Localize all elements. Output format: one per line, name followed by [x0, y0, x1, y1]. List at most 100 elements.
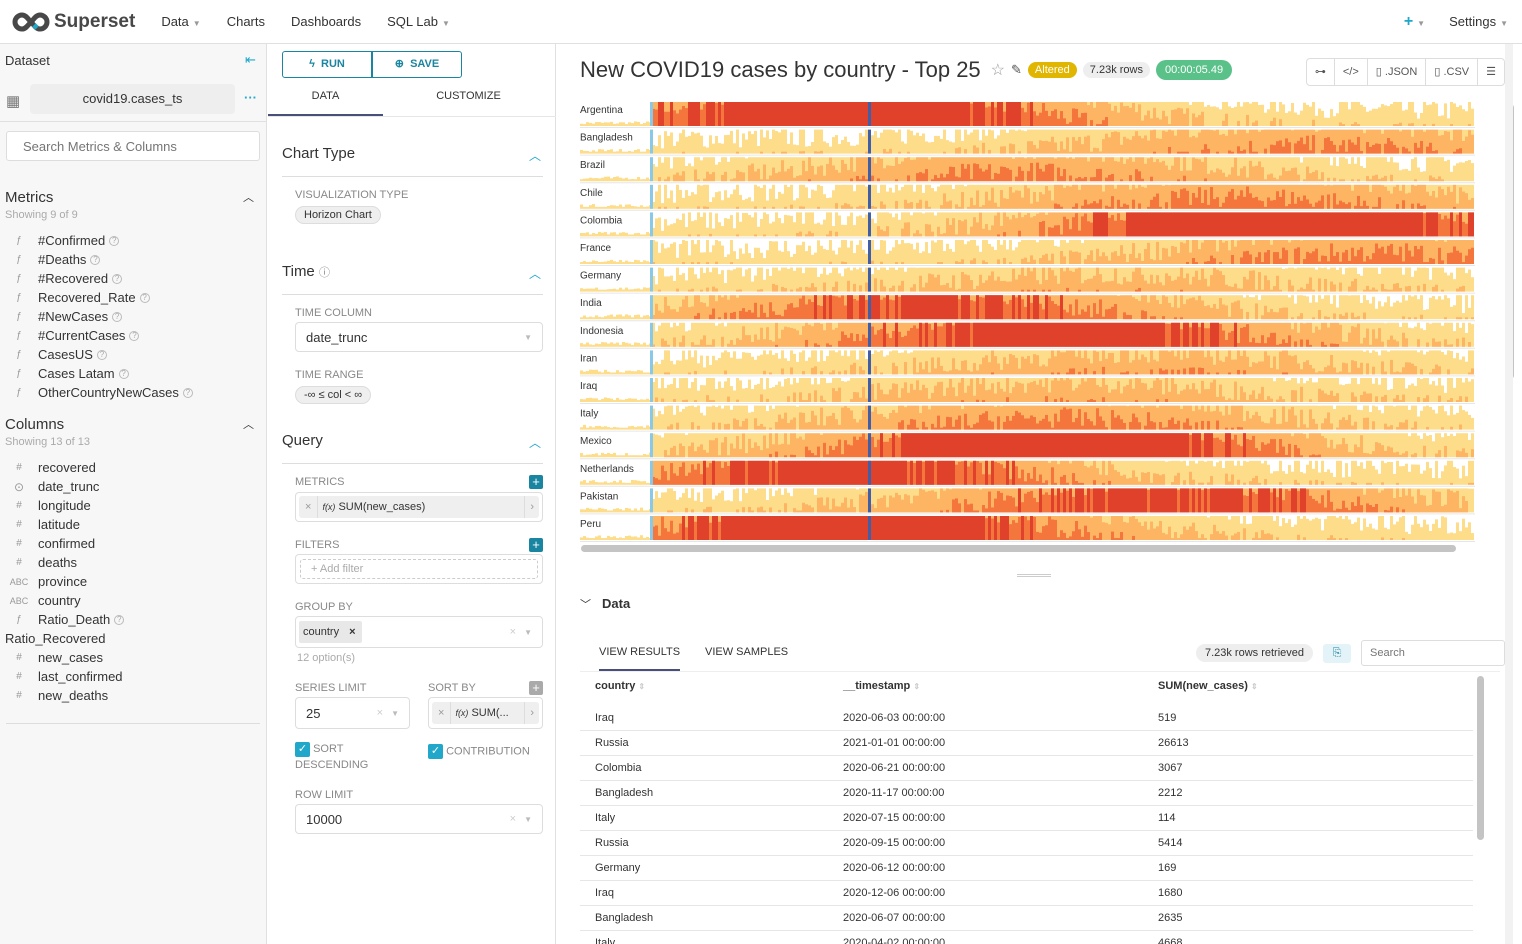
nav-sql-lab[interactable]: SQL Lab ▼	[387, 14, 450, 29]
sort-by-chip[interactable]: × f(x) SUM(... ›	[432, 702, 539, 724]
new-plus-button[interactable]: + ▼	[1403, 12, 1426, 30]
column-item[interactable]: # new_deaths	[0, 686, 108, 705]
help-icon[interactable]: ?	[129, 330, 140, 341]
horizon-band	[1405, 322, 1408, 347]
metric-item[interactable]: ƒ Recovered_Rate?	[0, 288, 150, 307]
horizon-band	[1321, 157, 1324, 182]
remove-sort-icon[interactable]: ×	[432, 702, 452, 724]
chevron-right-icon[interactable]: ›	[524, 702, 539, 724]
add-metric-button[interactable]: +	[529, 475, 543, 489]
metric-item[interactable]: ƒ OtherCountryNewCases?	[0, 383, 193, 402]
tab-customize[interactable]: CUSTOMIZE	[436, 90, 501, 102]
horizon-bar	[589, 177, 592, 182]
column-item[interactable]: ƒ Ratio_Death?	[0, 610, 125, 629]
column-item[interactable]: ⊙ date_trunc	[0, 477, 99, 496]
remove-metric-icon[interactable]: ×	[299, 496, 319, 518]
clear-icon[interactable]: ×	[376, 707, 384, 719]
embed-code-icon[interactable]: </>	[1335, 59, 1368, 85]
column-item[interactable]: # recovered	[0, 458, 96, 477]
superset-logo[interactable]: Superset	[12, 11, 135, 33]
column-item[interactable]: ABC province	[0, 572, 87, 591]
remove-chip-icon[interactable]: ×	[349, 626, 356, 638]
horizon-bar	[1249, 270, 1252, 292]
column-item[interactable]: # last_confirmed	[0, 667, 122, 686]
metric-item[interactable]: ƒ #Recovered?	[0, 269, 123, 288]
run-button[interactable]: ϟ RUN	[282, 51, 372, 78]
star-icon[interactable]: ☆	[990, 62, 1006, 79]
dropdown-icon[interactable]: ▼	[524, 814, 532, 824]
row-limit-select[interactable]: 10000 × ▼	[295, 804, 543, 834]
horizon-bar	[1375, 338, 1378, 347]
dropdown-icon[interactable]: ▼	[524, 332, 532, 342]
search-metrics-input[interactable]	[6, 131, 260, 161]
column-item[interactable]: ABC country	[0, 591, 81, 610]
help-icon[interactable]: ?	[112, 311, 123, 322]
nav-data[interactable]: Data ▼	[161, 14, 201, 29]
dropdown-icon[interactable]: ▼	[524, 627, 532, 637]
horizon-bar	[1438, 267, 1441, 292]
chart-type-section[interactable]: Chart Type ︿	[282, 145, 543, 177]
help-icon[interactable]: ?	[109, 235, 120, 246]
more-icon[interactable]: ···	[244, 90, 257, 105]
clear-icon[interactable]: ×	[509, 813, 517, 825]
metric-item[interactable]: ƒ #NewCases?	[0, 307, 123, 326]
save-button[interactable]: ⊕ SAVE	[372, 51, 462, 78]
column-item[interactable]: # longitude	[0, 496, 91, 515]
help-icon[interactable]: ?	[118, 368, 129, 379]
horizon-bar	[859, 340, 862, 347]
sort-by-field[interactable]: × f(x) SUM(... ›	[428, 697, 543, 729]
clear-icon[interactable]: ×	[509, 626, 517, 638]
edit-icon[interactable]: ✎	[1011, 62, 1022, 77]
export-json-button[interactable]: ▯ .JSON	[1368, 59, 1427, 85]
column-item[interactable]: # new_cases	[0, 648, 103, 667]
help-icon[interactable]: ?	[139, 292, 150, 303]
dropdown-icon[interactable]: ▼	[391, 708, 399, 718]
help-icon[interactable]: ?	[90, 254, 101, 265]
help-icon[interactable]: ?	[182, 387, 193, 398]
add-filter-plus-button[interactable]: +	[529, 538, 543, 552]
nav-dashboards[interactable]: Dashboards	[291, 14, 362, 29]
menu-icon[interactable]: ☰	[1486, 66, 1496, 78]
collapse-icon[interactable]: ⇤	[245, 52, 256, 67]
export-csv-button[interactable]: ▯ .CSV	[1426, 59, 1479, 85]
help-icon[interactable]: ?	[96, 349, 107, 360]
horizon-bar	[1012, 215, 1015, 237]
metric-item[interactable]: ƒ Cases Latam?	[0, 364, 129, 383]
time-column-select[interactable]: date_trunc ▼	[295, 322, 543, 352]
columns-collapse-icon[interactable]: ︿	[243, 419, 254, 431]
horizon-bar	[1171, 109, 1174, 126]
metric-item[interactable]: ƒ #CurrentCases?	[0, 326, 140, 345]
series-limit-select[interactable]: 25 × ▼	[295, 697, 410, 729]
contribution-checkbox[interactable]: ✓ CONTRIBUTION	[428, 744, 530, 759]
column-item[interactable]: # confirmed	[0, 534, 95, 553]
help-icon[interactable]: ?	[114, 614, 125, 625]
settings-menu[interactable]: Settings ▼	[1449, 14, 1508, 29]
metric-item[interactable]: ƒ #Confirmed?	[0, 231, 120, 250]
dataset-name[interactable]: covid19.cases_ts	[30, 84, 235, 114]
horizon-bar	[958, 322, 961, 347]
column-item[interactable]: # deaths	[0, 553, 77, 572]
chart-title[interactable]: New COVID19 cases by country - Top 25	[580, 57, 981, 82]
time-range-selector[interactable]: -∞ ≤ col < ∞	[295, 386, 372, 404]
link-icon[interactable]: ⊶	[1307, 59, 1335, 85]
groupby-chip[interactable]: country ×	[299, 621, 362, 643]
groupby-select[interactable]: country × × ▼	[295, 616, 543, 648]
query-section[interactable]: Query ︿	[282, 432, 543, 464]
metric-chip[interactable]: × f(x) SUM(new_cases) ›	[299, 496, 539, 518]
viz-type-selector[interactable]: Horizon Chart	[295, 206, 381, 224]
add-filter-button[interactable]: + Add filter	[300, 559, 538, 579]
column-item[interactable]: # latitude	[0, 515, 80, 534]
metric-item[interactable]: ƒ CasesUS?	[0, 345, 107, 364]
nav-charts[interactable]: Charts	[226, 14, 265, 29]
chevron-right-icon[interactable]: ›	[524, 496, 539, 518]
metrics-field[interactable]: × f(x) SUM(new_cases) ›	[295, 492, 543, 522]
tab-data[interactable]: DATA	[268, 90, 383, 116]
metric-item[interactable]: ƒ #Deaths?	[0, 250, 101, 269]
altered-badge[interactable]: Altered	[1027, 62, 1077, 78]
metrics-collapse-icon[interactable]: ︿	[243, 192, 254, 204]
sort-descending-checkbox[interactable]: ✓ SORT DESCENDING	[295, 741, 369, 771]
add-sort-button[interactable]: +	[529, 681, 543, 695]
time-section[interactable]: Time ⓘ ︿	[282, 263, 543, 295]
help-icon[interactable]: ?	[112, 273, 123, 284]
column-item[interactable]: Ratio_Recovered	[5, 629, 105, 648]
